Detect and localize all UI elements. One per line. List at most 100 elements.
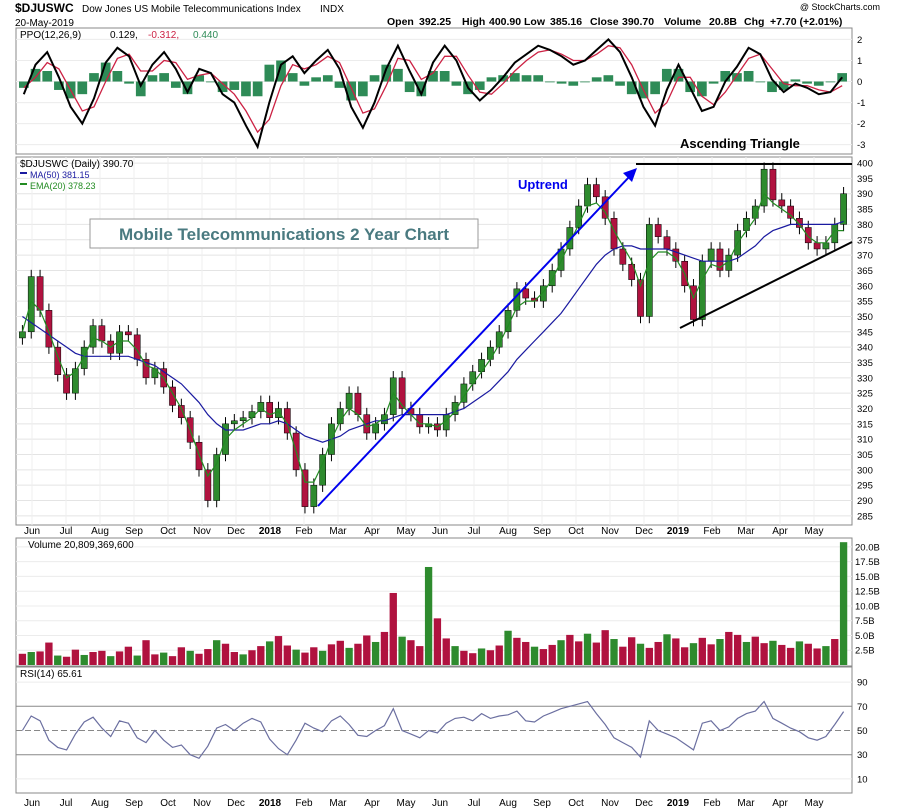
x-tick-label-bottom: Mar (737, 798, 755, 809)
volume-y-tick-label: 10.0B (855, 601, 880, 612)
volume-bar (160, 652, 168, 665)
volume-bar (469, 653, 477, 665)
price-candle-body (584, 184, 591, 207)
volume-bar (733, 634, 742, 665)
chg-value: +7.70 (+2.01%) (770, 16, 842, 28)
price-candle-body (619, 248, 627, 265)
ppo-legend-name: PPO(12,26,9) (20, 30, 81, 41)
x-tick-label-price: Feb (703, 526, 721, 537)
price-candle-body (495, 331, 503, 348)
volume-bar (213, 640, 221, 665)
price-candle-body (345, 392, 353, 409)
rsi-y-tick-label: 50 (857, 726, 868, 737)
ppo-histogram-bar (170, 81, 181, 88)
ppo-histogram-bar (287, 73, 298, 82)
x-tick-label-bottom: 2019 (667, 798, 690, 809)
price-candle-body (301, 469, 309, 507)
volume-y-tick-label: 7.5B (855, 616, 875, 627)
volume-y-tick-label: 2.5B (855, 646, 875, 657)
ppo-histogram-bar (100, 62, 111, 82)
ema20-line (21, 192, 844, 483)
price-candle-body (540, 285, 547, 302)
x-tick-label-bottom: Jun (432, 798, 448, 809)
price-y-tick-label: 305 (857, 450, 873, 461)
price-y-tick-label: 330 (857, 373, 873, 384)
volume-bar (707, 644, 715, 665)
volume-bar (522, 641, 530, 665)
volume-bar (327, 644, 336, 665)
ppo-legend-signal-value: -0.312, (148, 30, 179, 41)
price-candle-body (354, 392, 362, 415)
ppo-histogram-bar (241, 81, 251, 97)
volume-bar (654, 641, 662, 665)
volume-bar (239, 654, 247, 665)
volume-bar (204, 649, 212, 665)
x-tick-label-bottom: Oct (568, 798, 584, 809)
price-candle-body (389, 377, 397, 415)
ppo-histogram-bar (182, 81, 193, 95)
volume-bar (610, 639, 618, 665)
volume-bar (760, 643, 768, 665)
ppo-histogram-bar (112, 71, 123, 82)
x-tick-label-price: Apr (772, 526, 788, 537)
price-candle-body (593, 184, 600, 198)
volume-bar (195, 653, 203, 665)
ppo-histogram-bar (159, 73, 169, 82)
ppo-signal-line (23, 45, 843, 134)
price-candle-body (822, 242, 830, 250)
volume-bar (416, 646, 424, 665)
price-panel-frame (15, 156, 853, 526)
volume-bar (151, 654, 159, 665)
price-candle-body (548, 270, 556, 287)
volume-bar (62, 656, 71, 665)
x-tick-label-price: May (805, 526, 824, 537)
ppo-histogram-bar (673, 68, 684, 82)
volume-bar (742, 641, 751, 665)
volume-bar (371, 641, 380, 665)
price-candle-body (80, 346, 88, 369)
price-candle-body (36, 276, 44, 311)
x-tick-label-price: Jun (24, 526, 40, 537)
price-candle-body (142, 359, 150, 379)
price-candle-body (213, 454, 221, 501)
volume-bar (795, 641, 804, 665)
symbol-label: $DJUSWC (15, 1, 74, 15)
volume-bar (265, 641, 274, 665)
volume-bar (583, 633, 592, 665)
volume-bar (680, 647, 689, 665)
price-y-tick-label: 375 (857, 235, 873, 246)
x-tick-label-price: Sep (533, 526, 551, 537)
price-candle-body (716, 248, 724, 271)
close-value: 390.70 (622, 16, 654, 28)
ppo-histogram-bar (825, 81, 836, 83)
rsi-y-tick-label: 30 (857, 750, 868, 761)
x-tick-label-price: Mar (737, 526, 755, 537)
x-tick-label-price: Oct (568, 526, 584, 537)
ppo-histogram-bar (42, 71, 53, 82)
price-candle-body (19, 331, 26, 339)
price-candle-body (54, 346, 62, 375)
price-candle-body (169, 386, 176, 406)
volume-bar (698, 637, 706, 665)
uptrend-annotation: Uptrend (518, 177, 568, 192)
volume-bar (451, 646, 459, 665)
price-candle-body (522, 288, 530, 299)
price-y-tick-label: 370 (857, 251, 873, 262)
price-candle-body (487, 346, 494, 360)
ppo-histogram-bar (580, 81, 590, 83)
price-candle-body (204, 469, 212, 501)
price-candle-body (672, 248, 680, 262)
ppo-histogram-bar (743, 71, 754, 82)
volume-bar (168, 656, 177, 665)
x-tick-label-bottom: Oct (160, 798, 176, 809)
price-candle-body (372, 423, 379, 434)
x-tick-label-price: Aug (91, 526, 109, 537)
x-tick-label-bottom: Dec (635, 798, 653, 809)
ppo-histogram-bar (802, 81, 812, 84)
ppo-histogram-bar (30, 68, 41, 82)
volume-bar (363, 635, 371, 665)
price-candle-body (89, 325, 97, 348)
price-candle-body (601, 196, 609, 219)
price-y-tick-label: 350 (857, 312, 873, 323)
x-tick-label-price: Jul (60, 526, 73, 537)
